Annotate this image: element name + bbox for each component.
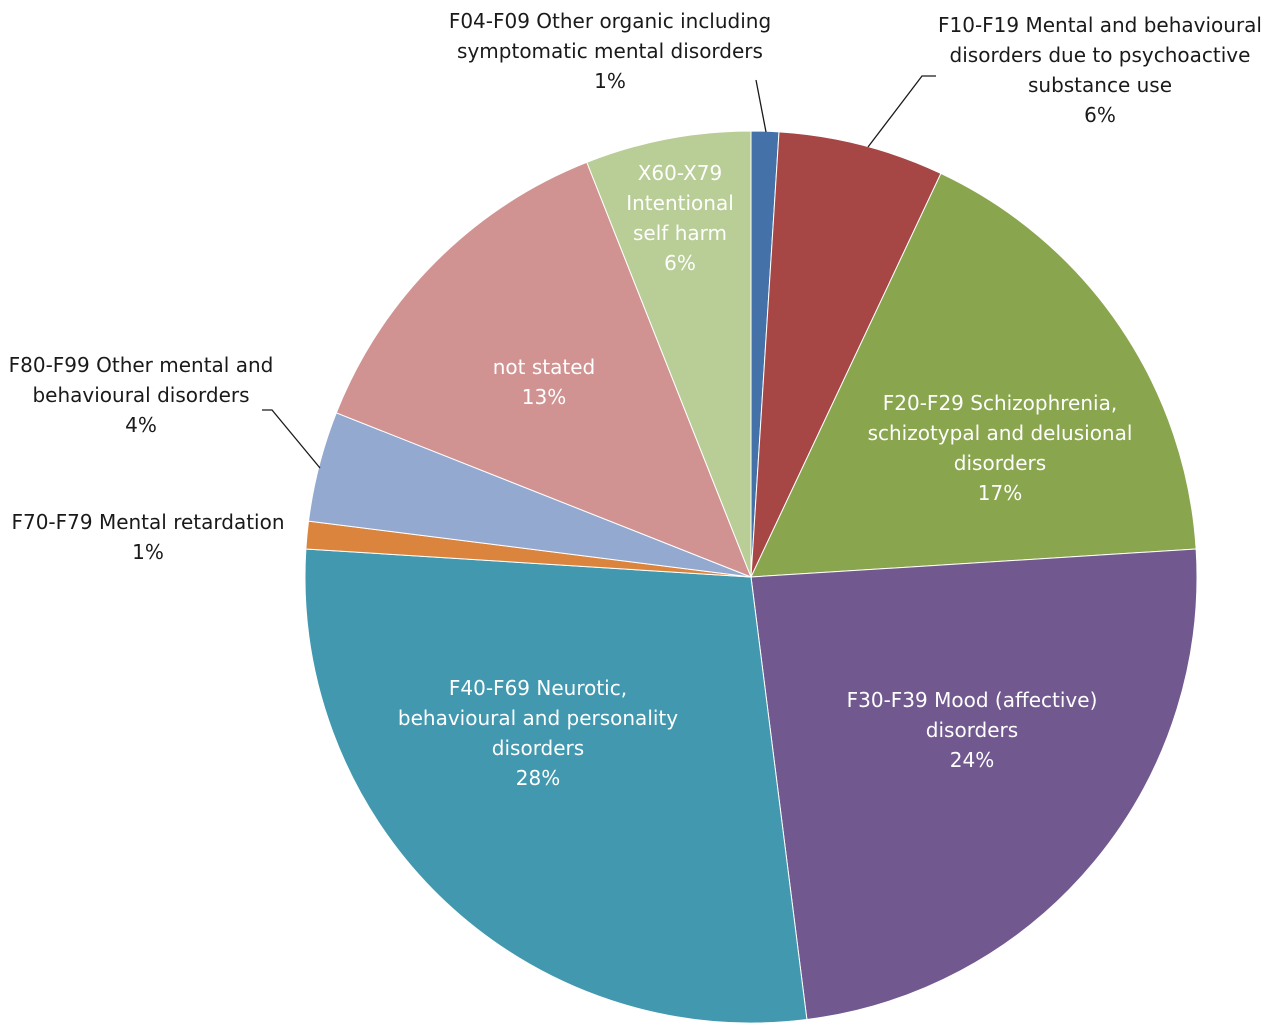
slice-name-line: behavioural disorders (32, 383, 249, 407)
pie-slice-4 (304, 548, 808, 1024)
slice-label-7: not stated 13% (493, 355, 595, 409)
slice-label-0: F04-F09 Other organic including symptomat… (449, 9, 771, 93)
pie-slice-8 (586, 130, 752, 578)
slice-value-label: 28% (516, 766, 560, 790)
slice-value-label: 1% (132, 540, 164, 564)
slice-label-5: F70-F79 Mental retardation 1% (11, 510, 284, 564)
slice-value-label: 13% (522, 385, 566, 409)
slice-name-line: X60-X79 (638, 161, 723, 185)
slice-name-line: disorders (492, 736, 584, 760)
slice-name-line: symptomatic mental disorders (457, 39, 763, 63)
slice-name-line: F10-F19 Mental and behavioural (938, 13, 1262, 37)
slice-value-label: 24% (950, 748, 994, 772)
slice-label-8: X60-X79 Intentional self harm 6% (626, 161, 734, 275)
slice-name-line: F40-F69 Neurotic, (449, 676, 627, 700)
slice-value-label: 17% (978, 481, 1022, 505)
slice-name-line: F80-F99 Other mental and (9, 353, 274, 377)
pie-slice-1 (750, 131, 942, 578)
pie-slices (304, 130, 1198, 1024)
slice-value-label: 1% (594, 69, 626, 93)
slice-label-2: F20-F29 Schizophrenia, schizotypal and de… (868, 391, 1133, 505)
slice-name-line: disorders due to psychoactive (950, 43, 1251, 67)
leader-line-0 (755, 79, 767, 133)
slice-name-line: F30-F39 Mood (affective) (847, 688, 1098, 712)
slice-name-line: Intentional (626, 191, 734, 215)
slice-name-line: F70-F79 Mental retardation (11, 510, 284, 534)
leader-lines (262, 75, 936, 469)
slice-value-label: 6% (1084, 103, 1116, 127)
slice-value-label: 4% (125, 413, 157, 437)
slice-name-line: F04-F09 Other organic including (449, 9, 771, 33)
slice-name-line: disorders (926, 718, 1018, 742)
leader-line-6 (262, 409, 321, 469)
pie-slice-2 (750, 172, 1197, 578)
pie-slice-3 (750, 548, 1198, 1021)
slice-value-label: 6% (664, 251, 696, 275)
slice-name-line: F20-F29 Schizophrenia, (883, 391, 1117, 415)
slice-name-line: self harm (633, 221, 727, 245)
slice-label-3: F30-F39 Mood (affective) disorders 24% (847, 688, 1098, 772)
slice-name-line: disorders (954, 451, 1046, 475)
pie-slice-7 (335, 161, 752, 578)
slice-name-line: behavioural and personality (398, 706, 678, 730)
slice-labels: F04-F09 Other organic including symptomat… (9, 9, 1262, 790)
slice-name-line: not stated (493, 355, 595, 379)
slice-label-1: F10-F19 Mental and behavioural disorders … (938, 13, 1262, 127)
slice-name-line: substance use (1028, 73, 1172, 97)
slice-name-line: schizotypal and delusional (868, 421, 1133, 445)
slice-label-4: F40-F69 Neurotic, behavioural and persona… (398, 676, 678, 790)
leader-line-1 (867, 75, 936, 148)
slice-label-6: F80-F99 Other mental and behavioural diso… (9, 353, 274, 437)
